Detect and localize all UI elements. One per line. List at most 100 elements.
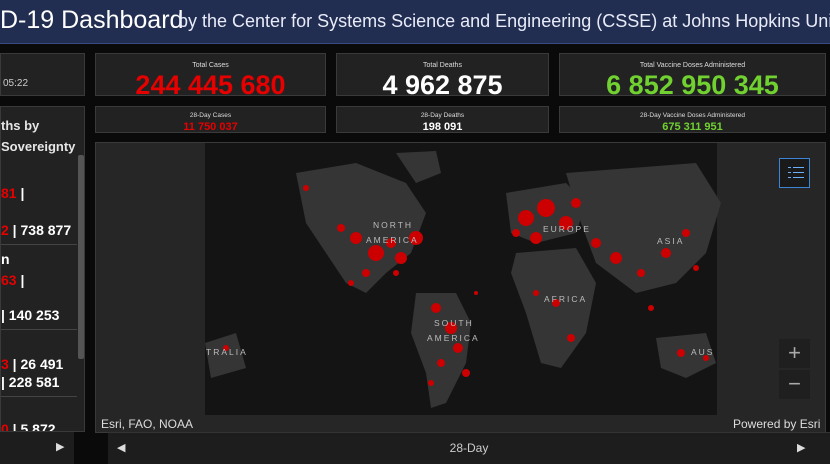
case-marker	[648, 305, 654, 311]
africa-shape	[511, 248, 596, 368]
case-marker	[453, 343, 463, 353]
map-label-south: SOUTH	[434, 318, 474, 328]
list-item[interactable]: | 228 581	[1, 374, 59, 390]
case-marker	[703, 355, 709, 361]
case-marker	[610, 252, 622, 264]
case-marker	[445, 322, 457, 334]
legend-list-button[interactable]	[779, 158, 810, 188]
case-marker	[462, 369, 470, 377]
case-marker	[677, 349, 685, 357]
list-scrollbar[interactable]	[78, 155, 84, 359]
australia-west-shape	[205, 333, 246, 378]
total-cases-panel: Total Cases 244 445 680	[95, 53, 326, 96]
dashboard-title: D-19 Dashboard	[0, 6, 184, 34]
australia-shape	[656, 333, 716, 378]
south-america-shape	[411, 293, 471, 408]
case-marker	[512, 229, 520, 237]
case-marker	[428, 380, 434, 386]
28day-vaccine-panel: 28-Day Vaccine Doses Administered 675 31…	[559, 106, 826, 133]
list-item[interactable]: n	[1, 251, 10, 267]
case-marker	[368, 245, 384, 261]
list-item[interactable]: | 140 253	[1, 307, 59, 323]
greenland-shape	[396, 151, 441, 183]
list-item-red: 0	[1, 421, 9, 432]
case-marker	[591, 238, 601, 248]
list-item[interactable]: 2 | 738 877	[1, 222, 71, 238]
map-label-africa: AFRICA	[544, 294, 588, 304]
list-pager: ▶	[0, 432, 74, 464]
case-marker	[567, 334, 575, 342]
case-marker	[552, 299, 560, 307]
case-marker	[386, 238, 396, 248]
landmass-group	[205, 151, 721, 408]
case-marker	[362, 269, 370, 277]
tab-next-arrow[interactable]: ▶	[797, 442, 806, 454]
28day-deaths-value: 198 091	[422, 121, 463, 132]
case-markers	[223, 185, 709, 386]
tab-prev-arrow[interactable]: ◀	[117, 442, 126, 454]
list-heading-line: Sovereignty	[1, 139, 76, 154]
total-deaths-panel: Total Deaths 4 962 875	[336, 53, 549, 96]
zoom-out-button[interactable]: −	[779, 370, 810, 399]
map-label-asia: ASIA	[657, 236, 685, 246]
list-divider	[1, 329, 77, 330]
list-item-red: 2	[1, 222, 9, 238]
28day-vaccine-value: 675 311 951	[662, 121, 723, 132]
map-label-aus: AUS	[691, 347, 715, 357]
map-label-south-america: AMERICA	[427, 333, 480, 343]
list-item-red: 81	[1, 185, 17, 201]
asia-shape	[566, 163, 721, 293]
list-next-arrow[interactable]: ▶	[56, 441, 65, 453]
case-marker	[437, 359, 445, 367]
list-item[interactable]: 3 | 26 491	[1, 356, 63, 372]
world-map[interactable]: NORTH AMERICA EUROPE ASIA AFRICA SOUTH A…	[95, 142, 826, 433]
28day-deaths-label: 28-Day Deaths	[420, 112, 465, 119]
case-marker	[637, 269, 645, 277]
map-label-america: AMERICA	[366, 235, 419, 245]
list-item-white: | 738 877	[8, 222, 72, 238]
deaths-by-country-list[interactable]: ths by Sovereignty 81 | 2 | 738 877 n 63…	[0, 106, 85, 432]
list-item[interactable]: 81 |	[1, 185, 24, 201]
list-item[interactable]: 0 | 5 872	[1, 421, 56, 432]
last-updated-panel: 05:22	[0, 53, 85, 96]
map-tab-bar: ◀ 28-Day ▶	[108, 432, 830, 464]
list-item-white: |	[16, 272, 25, 288]
list-item-red: 63	[1, 272, 17, 288]
north-america-shape	[296, 163, 426, 293]
map-label-tralia: TRALIA	[206, 347, 248, 357]
case-marker	[393, 270, 399, 276]
case-marker	[559, 216, 573, 230]
28day-vaccine-label: 28-Day Vaccine Doses Administered	[639, 112, 745, 119]
case-marker	[533, 290, 539, 296]
case-marker	[303, 185, 309, 191]
case-marker	[530, 232, 542, 244]
tab-28-day[interactable]: 28-Day	[449, 441, 489, 455]
case-marker	[431, 303, 441, 313]
map-label-europe: EUROPE	[543, 224, 591, 234]
case-marker	[537, 199, 555, 217]
28day-cases-panel: 28-Day Cases 11 750 037	[95, 106, 326, 133]
total-vaccine-label: Total Vaccine Doses Administered	[639, 62, 746, 69]
zoom-in-button[interactable]: +	[779, 339, 810, 368]
case-marker	[682, 229, 690, 237]
total-deaths-value: 4 962 875	[382, 70, 503, 96]
total-vaccine-value: 6 852 950 345	[606, 70, 779, 96]
dashboard-header: D-19 Dashboard by the Center for Systems…	[0, 0, 830, 44]
list-item-white: | 26 491	[8, 356, 64, 372]
map-label-north: NORTH	[373, 220, 414, 230]
total-cases-value: 244 445 680	[135, 70, 286, 96]
28day-cases-label: 28-Day Cases	[189, 112, 232, 119]
map-attribution: Esri, FAO, NOAA	[101, 417, 194, 431]
list-item-red: 3	[1, 356, 9, 372]
total-vaccine-panel: Total Vaccine Doses Administered 6 852 9…	[559, 53, 826, 96]
list-item[interactable]: 63 |	[1, 272, 24, 288]
case-marker	[571, 198, 581, 208]
case-marker	[223, 345, 229, 351]
case-marker	[518, 210, 534, 226]
powered-by-esri[interactable]: Powered by Esri	[733, 417, 821, 431]
case-marker	[337, 224, 345, 232]
list-divider	[1, 244, 77, 245]
case-marker	[661, 248, 671, 258]
list-divider	[1, 396, 77, 397]
total-deaths-label: Total Deaths	[423, 62, 462, 69]
